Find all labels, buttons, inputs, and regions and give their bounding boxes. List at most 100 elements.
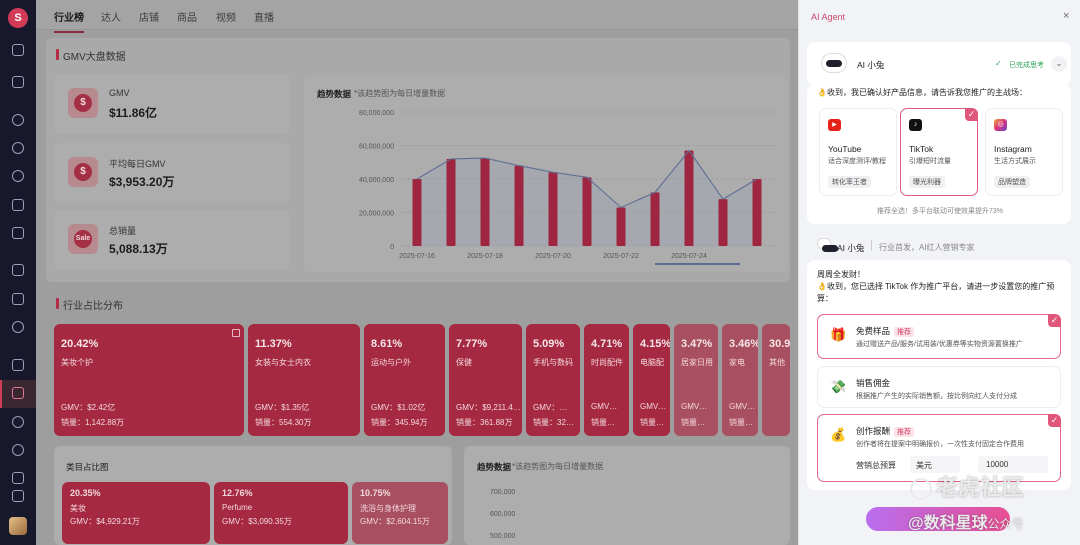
industry-gmv: GMV… bbox=[681, 402, 708, 411]
bar[interactable] bbox=[718, 199, 728, 246]
tab-videos[interactable]: 视频 bbox=[216, 13, 236, 24]
x-tick-label: 2025-07-18 bbox=[467, 253, 503, 260]
document-icon[interactable] bbox=[12, 199, 24, 211]
file-icon[interactable] bbox=[12, 227, 24, 239]
industry-pct: 4.71% bbox=[591, 338, 623, 350]
category-card[interactable]: 10.75% 洗浴与身体护理 GMV：$2,604.15万 bbox=[352, 482, 448, 544]
recommend-text: 推荐全选！多平台联动可使效果提升73% bbox=[876, 208, 1003, 215]
close-icon[interactable]: × bbox=[1063, 10, 1070, 22]
x-tick-label: 2025-07-16 bbox=[399, 253, 435, 260]
app-logo[interactable]: S bbox=[8, 8, 28, 28]
tab-shops[interactable]: 店铺 bbox=[139, 13, 159, 24]
industry-sales: 销量… bbox=[729, 418, 753, 427]
bot-status-card: AI 小兔 ✓ 已完成思考 ⌄ bbox=[807, 42, 1071, 86]
platform-tiktok[interactable]: ♪ TikTok 引爆短时流量 曝光利器 ✓ bbox=[900, 108, 978, 196]
platform-tag: 曝光利器 bbox=[909, 176, 945, 188]
industry-sales: 销量：32… bbox=[533, 418, 574, 427]
industry-card[interactable]: 30.92 其他 bbox=[762, 324, 790, 436]
industry-card[interactable]: 3.46% 家电 GMV… 销量… bbox=[722, 324, 758, 436]
platform-name: Instagram bbox=[994, 144, 1032, 154]
sale-icon: Sale bbox=[68, 224, 98, 254]
section-title-gmv: GMV大盘数据 bbox=[56, 48, 126, 63]
industry-name: 保健 bbox=[456, 358, 472, 367]
diamond-icon[interactable] bbox=[12, 359, 24, 371]
bar[interactable] bbox=[514, 165, 524, 246]
chevron-down-icon[interactable]: ⌄ bbox=[1051, 56, 1067, 72]
divider bbox=[871, 240, 872, 251]
industry-sales: 销量：345.94万 bbox=[371, 418, 428, 427]
left-sidebar: S bbox=[0, 0, 36, 545]
option-free-sample[interactable]: 🎁 免费样品 推荐 通过赠送产品/服务/试用装/优惠券等实物资源置换推广 ✓ bbox=[817, 314, 1061, 359]
industry-card[interactable]: 5.09% 手机与数码 GMV：… 销量：32… bbox=[526, 324, 580, 436]
industry-pct: 3.46% bbox=[729, 338, 758, 350]
tab-products[interactable]: 商品 bbox=[177, 13, 197, 24]
trend2-title: 趋势数据 bbox=[477, 462, 512, 472]
trend-bar-chart: 80,000,000 60,000,000 40,000,000 20,000,000… bbox=[359, 110, 774, 265]
user-icon[interactable] bbox=[12, 444, 24, 456]
industry-card[interactable]: 8.61% 运动与户外 GMV：$1.02亿 销量：345.94万 bbox=[364, 324, 445, 436]
industry-card[interactable]: 7.77% 保健 GMV：$9,211.4… 销量：361.88万 bbox=[449, 324, 522, 436]
option-title: 销售佣金 bbox=[856, 378, 891, 388]
bar[interactable] bbox=[412, 179, 422, 246]
industry-pct: 20.42% bbox=[61, 338, 99, 350]
bar[interactable] bbox=[616, 207, 626, 246]
industry-card[interactable]: 3.47% 居家日用 GMV… 销量… bbox=[674, 324, 718, 436]
ai-agent-panel: AI Agent × AI 小兔 ✓ 已完成思考 ⌄ 👌收到，我已确认好产品信息… bbox=[798, 0, 1080, 545]
industry-card[interactable]: 20.42% 美妆个护 GMV：$2.42亿 销量：1,142.88万 bbox=[54, 324, 244, 436]
agent-message: 👌收到，您已选择 TikTok 作为推广平台，请进一步设置您的推广预算： bbox=[817, 282, 1055, 303]
industry-sales: 销量… bbox=[681, 418, 705, 427]
avatar[interactable] bbox=[9, 517, 27, 535]
industry-card[interactable]: 4.71% 时尚配件 GMV… 销量… bbox=[584, 324, 629, 436]
sidebar-active-item[interactable] bbox=[0, 380, 36, 408]
dashboard-icon[interactable] bbox=[12, 44, 24, 56]
user-icon[interactable] bbox=[12, 170, 24, 182]
industry-card[interactable]: 11.37% 女装与女士内衣 GMV：$1.35亿 销量：554.30万 bbox=[248, 324, 360, 436]
platform-desc: 生活方式展示 bbox=[994, 158, 1036, 165]
industry-name: 手机与数码 bbox=[533, 358, 573, 367]
industry-name: 运动与户外 bbox=[371, 358, 411, 367]
industry-pct: 8.61% bbox=[371, 338, 403, 350]
dollar-icon: $ bbox=[68, 157, 98, 187]
checkbox[interactable] bbox=[232, 329, 240, 337]
money-icon: 💸 bbox=[830, 379, 847, 394]
bar[interactable] bbox=[582, 177, 592, 246]
scroll-indicator[interactable] bbox=[655, 263, 740, 265]
settings-icon[interactable] bbox=[12, 472, 24, 484]
book-icon[interactable] bbox=[12, 490, 24, 502]
option-commission[interactable]: 💸 销售佣金 根据推广产生的实际销售额，按比例向红人支付分成 bbox=[817, 366, 1061, 408]
tab-live[interactable]: 直播 bbox=[254, 13, 274, 24]
watermark: 老虎社区 bbox=[910, 470, 1024, 502]
category-card[interactable]: 12.76% Perfume GMV：$3,090.35万 bbox=[214, 482, 348, 544]
bar[interactable] bbox=[684, 150, 694, 246]
user-icon[interactable] bbox=[12, 114, 24, 126]
bar[interactable] bbox=[752, 179, 762, 246]
category-card[interactable]: 20.35% 美妆 GMV：$4,929.21万 bbox=[62, 482, 210, 544]
industry-sales: 销量：554.30万 bbox=[255, 418, 312, 427]
box-icon[interactable] bbox=[12, 264, 24, 276]
tab-creators[interactable]: 达人 bbox=[101, 13, 121, 24]
agent-header: AI Agent × bbox=[799, 0, 1080, 32]
message-icon[interactable] bbox=[12, 76, 24, 88]
user-icon[interactable] bbox=[12, 142, 24, 154]
kpi-label: 总销量 bbox=[109, 226, 137, 236]
currency-select[interactable]: 美元 bbox=[910, 456, 960, 473]
send-button[interactable] bbox=[866, 507, 1010, 531]
team-icon[interactable] bbox=[12, 321, 24, 333]
cards-icon[interactable] bbox=[12, 293, 24, 305]
bar[interactable] bbox=[650, 192, 660, 246]
platform-youtube[interactable]: ▶ YouTube 适合深度测评/教程 转化率王者 bbox=[819, 108, 897, 196]
y-tick-label: 20,000,000 bbox=[359, 211, 394, 218]
option-desc: 创作者将在提案中明确报价，一次性支付固定合作费用 bbox=[856, 441, 1024, 448]
option-creator-fee[interactable]: 💰 创作报酬 推荐 创作者将在提案中明确报价，一次性支付固定合作费用 ✓ 营销总预… bbox=[817, 414, 1061, 482]
check-icon: ✓ bbox=[1048, 414, 1061, 427]
bar[interactable] bbox=[446, 158, 456, 246]
kpi-card: Sale 总销量 5,088.13万 bbox=[54, 210, 290, 270]
tab-industry[interactable]: 行业榜 bbox=[54, 9, 84, 33]
industry-card[interactable]: 4.15% 电脑配 GMV… 销量… bbox=[633, 324, 670, 436]
bar[interactable] bbox=[480, 158, 490, 246]
chart-icon[interactable] bbox=[12, 387, 24, 399]
budget-input[interactable]: 10000 bbox=[978, 456, 1048, 473]
bar[interactable] bbox=[548, 172, 558, 246]
user-icon[interactable] bbox=[12, 416, 24, 428]
platform-instagram[interactable]: ◎ Instagram 生活方式展示 品牌塑造 bbox=[985, 108, 1063, 196]
